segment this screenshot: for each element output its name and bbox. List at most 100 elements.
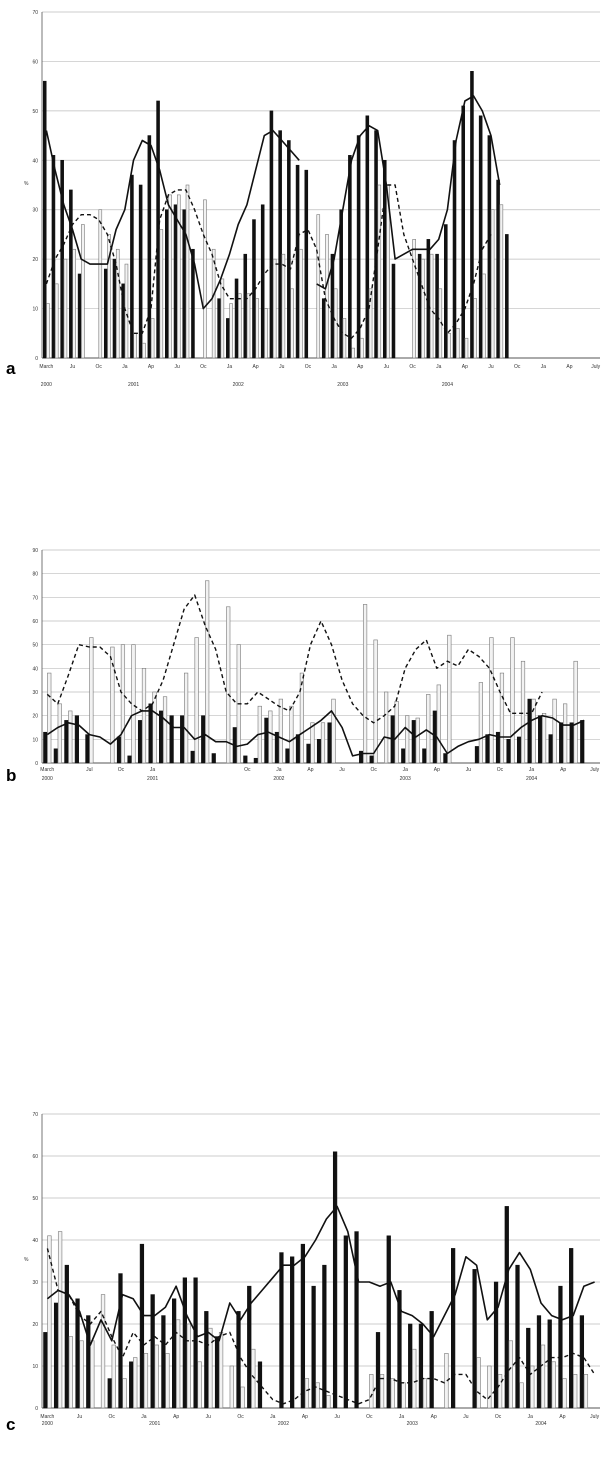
bar-black-38: [374, 130, 378, 359]
bar-white-11: [162, 696, 168, 764]
bar-white-4: [90, 1340, 95, 1409]
bar-black-47: [547, 1319, 552, 1409]
bar-white-25: [264, 308, 268, 359]
x-tick-label-60: Ap: [566, 364, 572, 370]
y-tick-label-5: 50: [32, 1196, 38, 1202]
x-tick-label-15: Ju: [175, 364, 181, 370]
bar-black-23: [285, 748, 290, 764]
x-tick-label-57: Ja: [541, 364, 547, 370]
y-tick-label-0: 0: [35, 761, 38, 767]
bar-white-26: [272, 258, 277, 359]
bar-white-48: [464, 337, 469, 359]
year-label-2: 2002: [273, 776, 284, 782]
bar-white-4: [81, 224, 85, 359]
x-tick-label-25: Ap: [307, 767, 313, 773]
x-tick-label-3: Ju: [70, 364, 76, 370]
bar-white-17: [229, 1365, 234, 1409]
x-tick-label-43: Oc: [497, 767, 504, 773]
bar-white-36: [426, 694, 431, 764]
bar-black-43: [495, 731, 501, 764]
bar-black-26: [316, 739, 322, 764]
bar-black-35: [411, 720, 416, 764]
bar-black-22: [279, 1252, 284, 1409]
bar-black-12: [147, 135, 152, 359]
year-label-1: 2001: [149, 1421, 160, 1427]
bar-black-24: [300, 1243, 306, 1409]
bar-white-49: [473, 298, 477, 359]
bar-white-49: [573, 1374, 578, 1409]
bar-black-1: [53, 748, 58, 764]
bar-white-42: [489, 637, 494, 764]
bar-black-2: [64, 1264, 69, 1409]
series-line-solid: [45, 95, 501, 310]
bar-black-40: [391, 263, 396, 359]
bar-white-43: [508, 1340, 513, 1409]
x-tick-label-49: Ap: [560, 767, 566, 773]
x-tick-label-31: Oc: [370, 767, 377, 773]
y-tick-label-1: 10: [32, 307, 38, 313]
bar-black-14: [165, 209, 169, 359]
bar-white-37: [368, 288, 373, 359]
bar-white-34: [405, 715, 410, 764]
bar-black-51: [580, 720, 585, 764]
bar-white-5: [100, 1294, 106, 1409]
bar-black-10: [150, 1294, 155, 1409]
bar-white-6: [111, 1344, 116, 1409]
x-tick-label-39: Ju: [463, 1414, 469, 1420]
x-tick-label-21: Ja: [227, 364, 233, 370]
bar-black-4: [77, 273, 82, 359]
bar-black-21: [226, 318, 230, 359]
bar-black-32: [321, 298, 326, 359]
bar-black-14: [190, 750, 195, 764]
bar-black-36: [429, 1311, 434, 1409]
bar-black-19: [243, 755, 248, 764]
bar-white-14: [197, 1361, 202, 1409]
bar-white-1: [57, 703, 62, 764]
bar-black-7: [103, 268, 108, 359]
bar-black-30: [304, 169, 309, 359]
y-tick-label-8: 80: [32, 572, 38, 578]
x-tick-label-15: Ju: [206, 1414, 212, 1420]
bar-white-17: [226, 606, 231, 764]
bar-black-1: [53, 1302, 59, 1409]
bar-black-29: [354, 1231, 359, 1409]
y-axis-label: %: [24, 181, 29, 187]
y-tick-label-6: 60: [32, 59, 38, 65]
bar-white-21: [268, 710, 273, 764]
bar-black-13: [182, 1277, 187, 1409]
bar-black-31: [375, 1332, 381, 1409]
bar-black-20: [217, 298, 221, 359]
bar-white-47: [541, 713, 547, 764]
x-tick-label-18: Oc: [237, 1414, 244, 1420]
bar-white-31: [379, 1374, 385, 1409]
bar-white-24: [304, 1378, 310, 1409]
y-tick-label-7: 70: [32, 595, 38, 601]
bar-white-32: [325, 234, 329, 359]
bar-black-11: [138, 184, 143, 359]
year-label-3: 2003: [400, 776, 411, 782]
series-line-dashed: [46, 1248, 596, 1405]
x-tick-label-46: Ja: [529, 767, 535, 773]
bar-white-2: [63, 258, 68, 359]
bar-white-32: [390, 1378, 395, 1409]
bar-white-14: [194, 637, 199, 764]
bar-black-41: [474, 746, 480, 764]
bar-white-7: [107, 234, 111, 359]
bar-black-20: [253, 757, 258, 764]
bar-black-28: [343, 1235, 348, 1409]
x-tick-label-27: Ju: [279, 364, 285, 370]
y-tick-label-7: 70: [32, 1112, 38, 1118]
y-tick-label-6: 60: [32, 619, 38, 625]
bar-white-34: [342, 318, 347, 359]
x-tick-label-42: Oc: [409, 364, 416, 370]
y-tick-label-0: 0: [35, 1406, 38, 1412]
bar-white-37: [436, 684, 441, 764]
bar-white-35: [351, 347, 355, 359]
x-tick-label-36: Ap: [357, 364, 363, 370]
bar-white-25: [310, 722, 315, 764]
bar-white-45: [520, 660, 526, 764]
bar-black-45: [516, 736, 522, 764]
bar-black-30: [359, 750, 364, 764]
bar-white-22: [278, 698, 283, 764]
bar-white-14: [168, 194, 172, 359]
